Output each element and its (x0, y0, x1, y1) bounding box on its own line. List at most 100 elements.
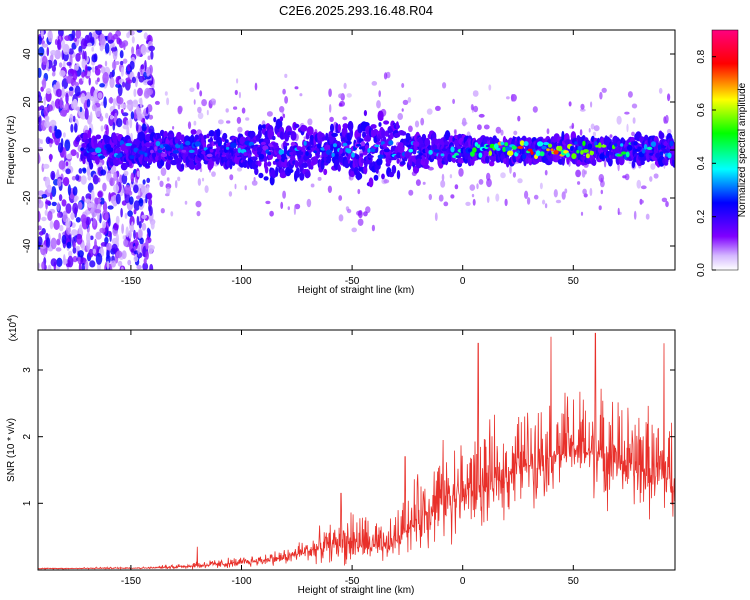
spectrogram-core-cell (598, 142, 602, 149)
spectrogram-core-cell (537, 141, 544, 147)
spectrogram-noise-cell (146, 177, 151, 183)
spectrogram-noise-cell (124, 192, 131, 204)
spectrogram-noise-cell (38, 67, 42, 78)
spectrogram-core-cell (301, 146, 306, 152)
spectrogram-noise-cell (124, 212, 128, 219)
spectrogram-noise-cell (89, 260, 96, 268)
spectrogram-noise-cell (580, 211, 584, 216)
spectrogram-noise-cell (609, 134, 613, 138)
spectrogram-band-cell (618, 155, 625, 166)
spectrogram-noise-cell (71, 30, 76, 40)
spectrogram-noise-cell (469, 184, 476, 191)
spectrogram-noise-cell (74, 85, 81, 97)
spectrogram-noise-cell (236, 167, 243, 172)
spectrogram-band-cell (263, 176, 269, 181)
spectrogram-noise-cell (99, 83, 105, 88)
spectrogram-band-cell (163, 130, 169, 138)
spectrogram-noise-cell (85, 216, 91, 226)
spectrogram-noise-cell (628, 160, 633, 164)
spectrogram-noise-cell (599, 91, 603, 100)
spectrogram-noise-cell (81, 71, 85, 78)
spectrogram-band-cell (415, 158, 422, 169)
spectrogram-core-cell (144, 142, 151, 148)
spectrogram-noise-cell (397, 113, 404, 120)
spectrogram-noise-cell (196, 82, 200, 90)
spectrogram-noise-cell (66, 61, 72, 66)
snr-frame (37, 329, 676, 571)
snr-y-label: SNR (10 * v/v) (6, 418, 17, 482)
spectrogram-noise-cell (365, 206, 371, 214)
spectrogram-band-cell (342, 123, 349, 130)
spectrogram-core-cell (141, 146, 147, 152)
spectrogram-noise-cell (343, 82, 347, 89)
spectrogram-noise-cell (636, 179, 642, 189)
spectrogram-noise-cell (92, 248, 97, 255)
spectrogram-noise-cell (142, 179, 146, 185)
spectrogram-core-cell (462, 148, 467, 154)
spectrogram-core-cell (557, 145, 563, 152)
spectrogram-noise-cell (138, 229, 143, 239)
spectrogram-noise-cell (142, 262, 149, 270)
spectrogram-noise-cell (65, 161, 69, 167)
spectrogram-core-cell (120, 143, 128, 150)
spectrogram-noise-cell (51, 65, 57, 72)
spectrogram-noise-cell (94, 68, 101, 76)
spectrogram-noise-cell (137, 244, 141, 255)
spectrogram-noise-cell (105, 254, 111, 264)
spectrogram-noise-cell (306, 198, 312, 208)
spectrogram-noise-cell (435, 105, 441, 111)
spectrogram-core-cell (645, 149, 650, 154)
spectrogram-noise-cell (107, 205, 114, 210)
spectrogram-noise-cell (598, 174, 605, 183)
spectrogram-core-cell (358, 146, 363, 150)
spectrogram-noise-cell (149, 263, 154, 270)
spectrogram-core-cell (522, 153, 527, 160)
spectrogram-noise-cell (279, 106, 285, 113)
spectrogram-noise-cell (50, 170, 56, 181)
spectrogram-band-cell (279, 172, 287, 179)
spectrogram-noise-cell (148, 114, 154, 120)
spectrogram-core-cell (553, 149, 559, 155)
spectrogram-core-cell (107, 147, 114, 153)
spectrogram-noise-cell (74, 123, 78, 133)
spectrogram-noise-cell (99, 115, 104, 122)
spectrogram-band-cell (377, 110, 384, 122)
spectrogram-noise-cell (580, 103, 585, 110)
spectrogram-noise-cell (62, 132, 66, 138)
spectrogram-noise-cell (282, 113, 286, 119)
spectrogram-noise-cell (91, 217, 94, 222)
spectrogram-noise-cell (47, 104, 53, 112)
spectrogram-core-cell (256, 146, 263, 152)
spectrogram-noise-cell (123, 170, 129, 176)
spectrogram-noise-cell (54, 39, 58, 46)
spectrogram-noise-cell (84, 108, 89, 120)
spectrogram-noise-cell (472, 90, 479, 97)
spectrogram-noise-cell (115, 215, 120, 225)
spectrogram-noise-cell (86, 232, 91, 244)
spectrogram-noise-cell (38, 262, 41, 269)
spectrogram-core-cell (657, 144, 662, 151)
spectrogram-core-cell (535, 150, 541, 157)
spectrogram-noise-cell (109, 77, 115, 89)
spectrogram-noise-cell (129, 117, 133, 129)
spectrogram-noise-cell (146, 106, 149, 115)
spectrogram-noise-cell (57, 178, 62, 187)
colorbar-tick-label: 0.8 (696, 49, 707, 63)
spectrogram-noise-cell (73, 197, 78, 203)
spectrogram-noise-cell (91, 66, 95, 73)
spectrogram-noise-cell (115, 233, 119, 244)
spectrogram-band-cell (326, 157, 332, 162)
spectrogram-core-cell (323, 144, 331, 151)
spectrogram-noise-cell (401, 108, 404, 112)
spectrogram-noise-cell (135, 48, 142, 57)
spectrogram-noise-cell (61, 234, 67, 245)
spectrogram-noise-cell (104, 60, 108, 67)
spectrogram-noise-cell (639, 199, 644, 204)
spectrogram-core-cell (315, 147, 319, 152)
spectrogram-noise-cell (495, 126, 502, 134)
spectrogram-noise-cell (233, 106, 238, 110)
spectrogram-core-cell (209, 148, 214, 153)
spectrogram-noise-cell (124, 184, 132, 195)
spectrogram-band-cell (363, 165, 368, 175)
spectrogram-noise-cell (526, 197, 531, 205)
